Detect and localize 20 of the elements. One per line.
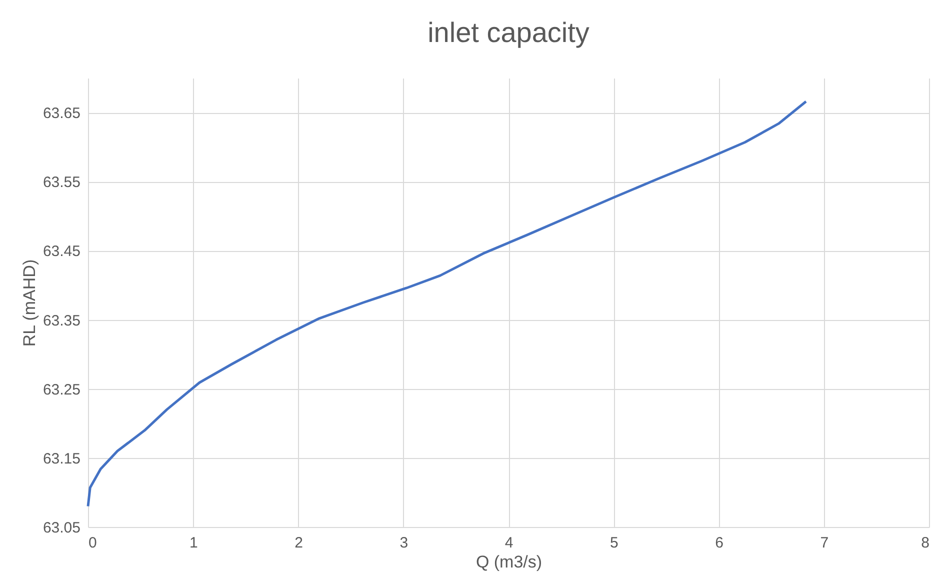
y-tick-label: 63.55 (42, 174, 80, 192)
x-tick-label: 8 (921, 534, 930, 552)
x-tick-label: 4 (504, 534, 514, 552)
y-tick-label: 63.05 (42, 520, 80, 536)
y-tick-label: 63.15 (42, 450, 80, 468)
y-tick-label: 63.25 (42, 381, 80, 398)
x-axis-title: Q (m3/s) (476, 552, 542, 572)
y-tick-label: 63.35 (42, 312, 80, 330)
y-tick-label: 63.65 (42, 105, 80, 122)
x-tick-label: 0 (88, 534, 97, 552)
x-tick-label: 3 (400, 534, 408, 552)
y-tick-label: 63.45 (42, 243, 80, 260)
chart-title: inlet capacity (428, 17, 590, 48)
line-series (86, 100, 808, 508)
y-axis-title: RL (mAHD) (20, 259, 39, 347)
x-tick-label: 1 (189, 534, 198, 552)
x-tick-label: 5 (610, 534, 618, 552)
x-tick-label: 7 (820, 534, 829, 552)
x-tick-label: 2 (294, 534, 303, 552)
x-tick-label: 6 (715, 534, 724, 552)
